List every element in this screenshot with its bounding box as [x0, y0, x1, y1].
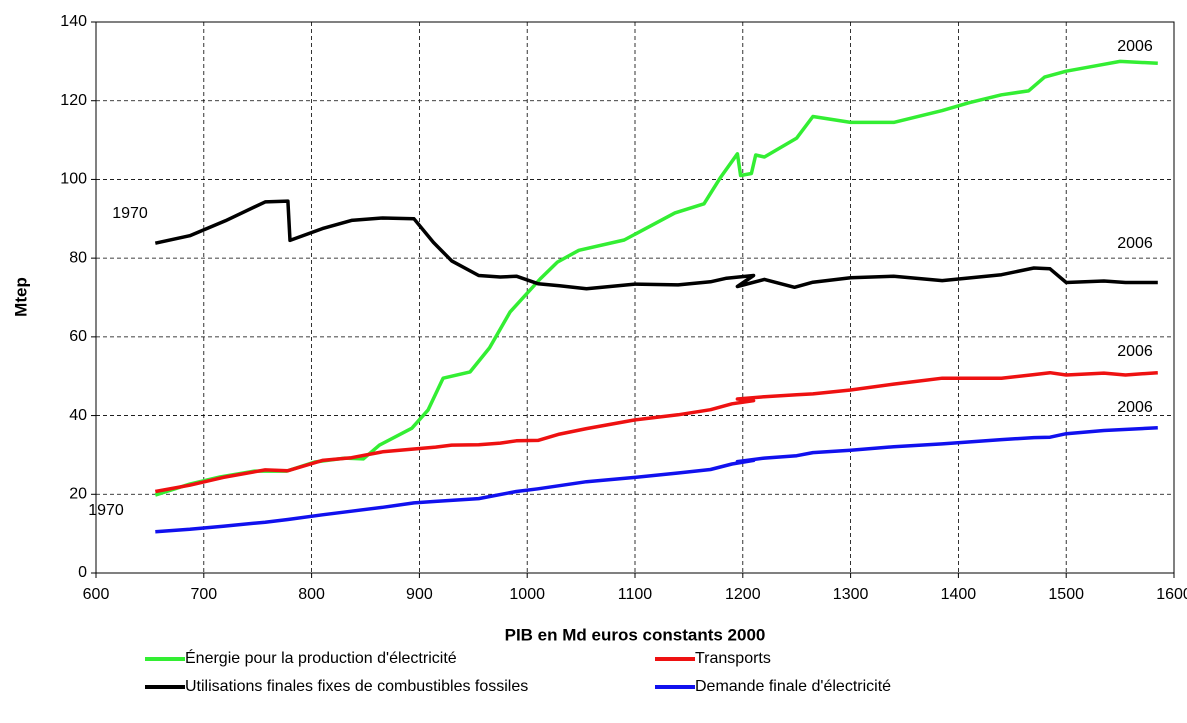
series-line [154, 370, 1158, 494]
x-axis-label: PIB en Md euros constants 2000 [505, 625, 766, 644]
annotation: 2006 [1117, 343, 1153, 360]
series-line [155, 426, 1158, 534]
annotation: 2006 [1117, 399, 1153, 416]
legend-label: Demande finale d'électricité [695, 678, 891, 695]
y-tick-label: 100 [60, 171, 87, 188]
x-tick-label: 1100 [618, 586, 653, 603]
x-tick-label: 1400 [941, 586, 977, 603]
x-tick-label: 1600 [1156, 586, 1187, 603]
annotation: 1970 [88, 502, 124, 519]
y-axis-label: Mtep [11, 277, 30, 317]
y-tick-label: 60 [69, 328, 87, 345]
x-tick-label: 900 [406, 586, 433, 603]
annotation: 2006 [1117, 38, 1153, 55]
series-line [154, 199, 1158, 291]
legend-label: Utilisations finales fixes de combustibl… [185, 678, 528, 695]
series-line [154, 59, 1158, 497]
y-tick-label: 20 [69, 486, 87, 503]
annotation: 2006 [1117, 235, 1153, 252]
x-tick-label: 600 [83, 586, 110, 603]
legend-label: Transports [695, 650, 771, 667]
y-tick-label: 120 [60, 92, 87, 109]
x-tick-label: 800 [298, 586, 325, 603]
y-tick-label: 40 [69, 407, 87, 424]
y-tick-label: 0 [78, 564, 87, 581]
legend-label: Énergie pour la production d'électricité [185, 648, 457, 667]
y-tick-label: 80 [69, 249, 87, 266]
annotation: 1970 [112, 205, 148, 222]
y-tick-label: 140 [60, 13, 87, 30]
x-tick-label: 1200 [725, 586, 761, 603]
x-tick-label: 700 [190, 586, 217, 603]
x-tick-label: 1000 [509, 586, 545, 603]
x-tick-label: 1500 [1048, 586, 1084, 603]
plot-frame [95, 21, 1175, 574]
x-tick-label: 1300 [833, 586, 869, 603]
